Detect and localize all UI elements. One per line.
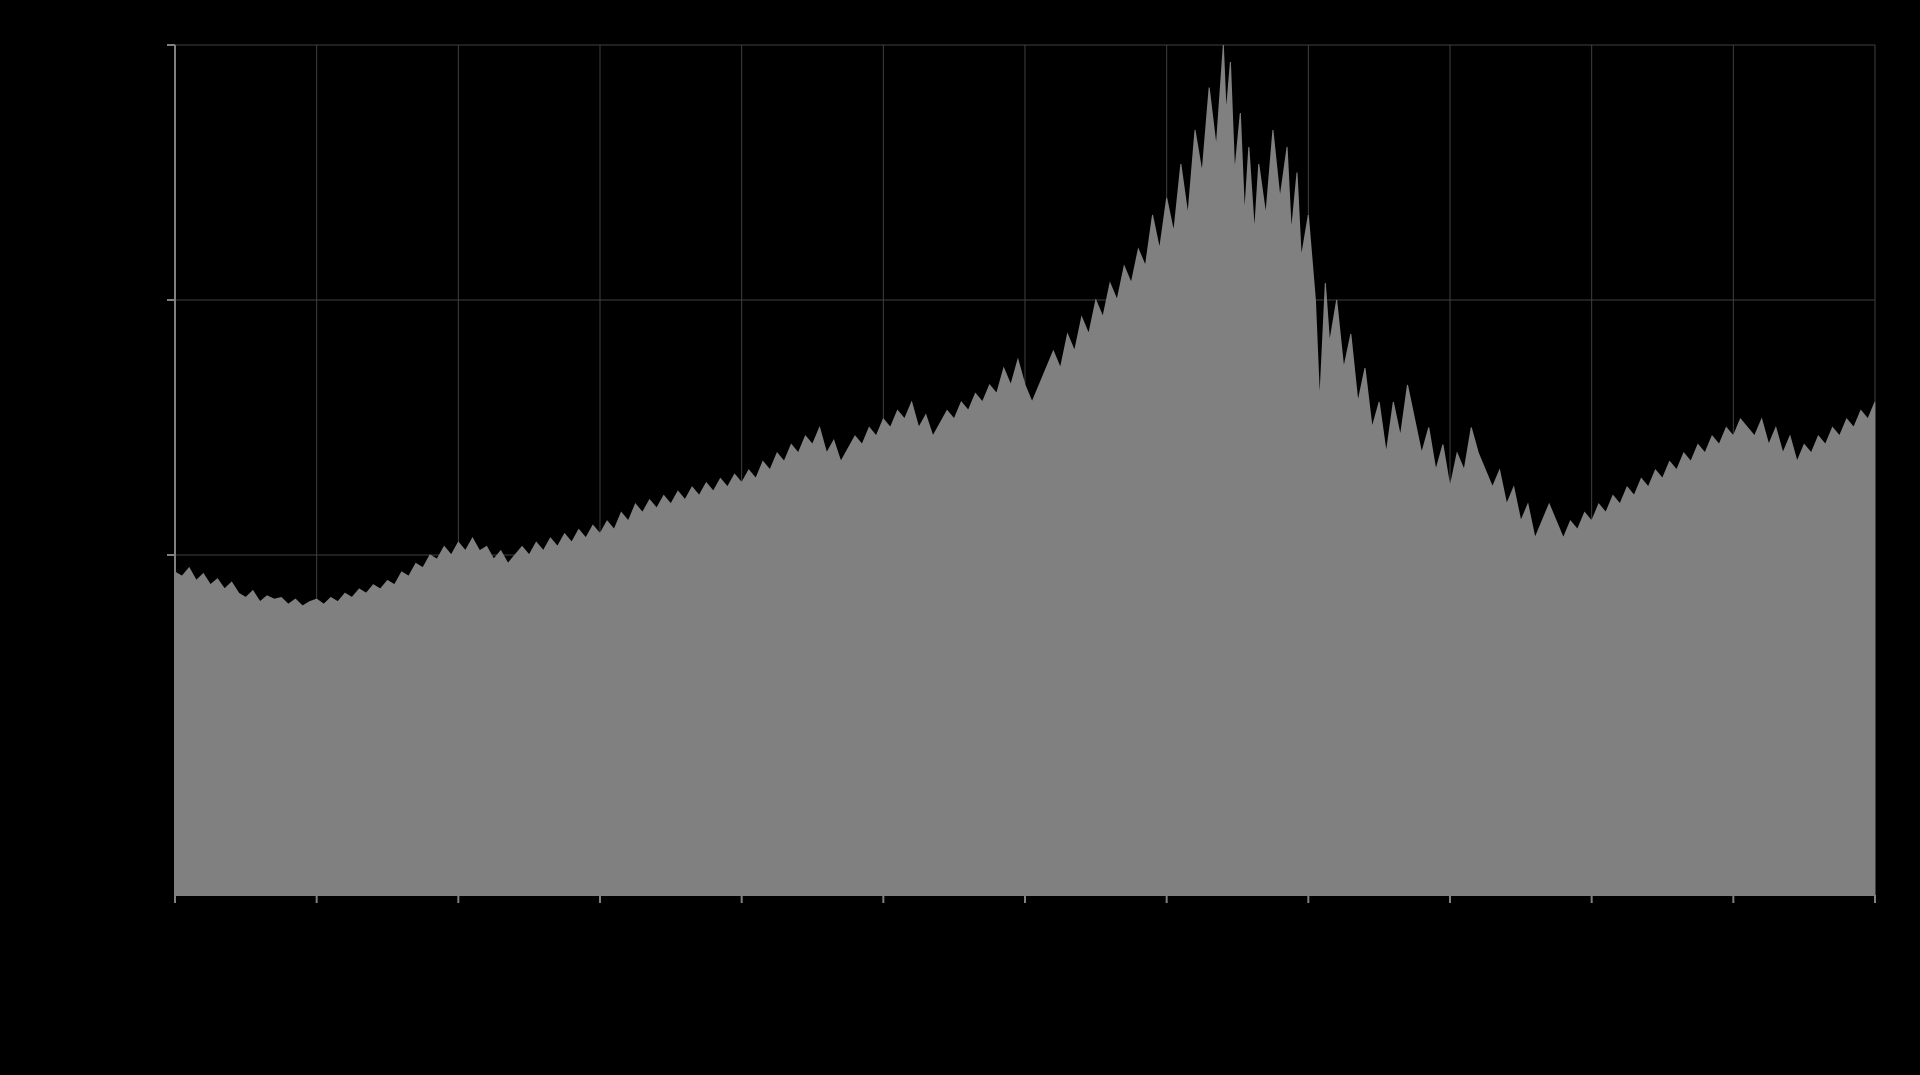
area-chart xyxy=(0,0,1920,1075)
chart-svg xyxy=(0,0,1920,1075)
